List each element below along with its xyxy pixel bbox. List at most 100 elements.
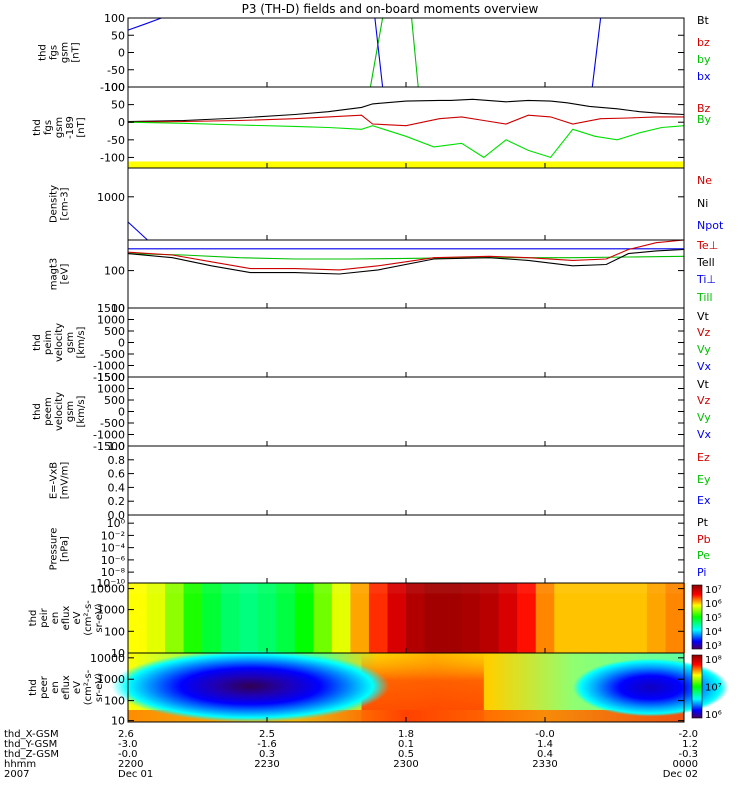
colorbar-tick-label: 10³ [705,641,722,652]
y-axis-label-line: gsm [60,42,71,63]
series-line [411,17,419,88]
y-tick-label: -50 [107,64,125,77]
x-axis-row-value: -0.0 [118,749,138,760]
legend-entry: Tell [696,256,715,269]
y-tick-label: -1500 [93,440,125,453]
panel-p3: 1000 Density [cm-3] Ne Ni Npot [49,167,724,241]
heatmap-column [646,583,667,653]
y-tick-label: 0.6 [108,468,126,481]
legend-entry: Te⊥ [696,239,718,252]
legend-entry: Bz [697,102,711,115]
x-axis-row-value: 0.1 [398,739,414,750]
y-tick-label: 10⁰ [107,517,126,530]
y-axis-label-line: (cm²-s- [83,669,94,705]
legend-entry: Ex [697,494,711,507]
y-tick-label: -1000 [93,429,125,442]
legend-entry: Vy [697,411,711,424]
y-axis-label-line: peem [43,397,54,425]
heatmap-column [665,583,685,653]
colorbar-tick-label: 10⁷ [705,585,722,596]
y-tick-label: -500 [100,417,125,430]
y-axis-label-line: peim [43,330,54,355]
colorbar-tick-label: 10⁵ [705,613,722,624]
colorbar-p9: 10⁷ 10⁶ 10⁵ 10⁴ 10³ [691,584,722,652]
y-tick-label: -500 [100,348,125,361]
y-tick-label: 100 [104,695,125,708]
x-axis-row-label: thd_X-GSM [4,729,59,740]
figure-title: P3 (TH-D) fields and on-board moments ov… [242,2,539,16]
legend-entry: Vx [697,360,712,373]
y-tick-label: 10⁻⁶ [101,554,126,567]
colorbar-gradient [691,584,703,650]
y-tick-label: 10⁻⁴ [101,542,126,555]
legend-entry: Ez [697,451,710,464]
y-tick-label: 1000 [97,191,125,204]
y-tick-label: -1000 [93,360,125,373]
y-tick-label: 10⁻² [101,529,125,542]
legend-entry: Vz [697,326,711,339]
heatmap-column [461,583,482,653]
legend-entry: Pe [697,549,710,562]
y-tick-label: -1500 [93,371,125,384]
y-axis-label-line: Density [49,185,60,223]
y-tick-label: 0 [118,406,125,419]
y-axis-label-line: E=-VxB [49,462,60,499]
y-tick-label: 500 [104,325,125,338]
series-line [127,114,684,127]
y-axis-label: magt3 [eV] [49,258,71,291]
y-tick-label: 1500 [97,302,125,315]
y-axis-label-line: [eV] [60,264,71,285]
series-line [127,221,148,241]
panel-p4: 100 10 magt3 [eV] Te⊥ Tell Ti⊥ Till [49,239,719,315]
heatmap-column [183,583,204,653]
heatmap-shade [128,583,684,594]
y-tick-label: 50 [111,29,125,42]
x-axis-row-value: 2330 [532,759,557,770]
y-axis-label-line: [km/s] [76,395,87,427]
colorbar-tick-label: 10⁶ [705,599,722,610]
series-line [374,17,384,88]
y-axis-label-line: velocity [54,392,65,431]
y-tick-label: 0 [118,116,125,129]
y-axis-label-line: thd [38,44,49,61]
y-axis-label: Pressure [nPa] [49,528,71,571]
y-tick-label: 0 [118,47,125,60]
y-tick-label: 1.0 [108,440,126,453]
legend-entry: By [697,113,712,126]
heatmap-column [257,583,278,653]
y-axis-label: thd fgs gsm [nT] [38,42,82,63]
x-axis-row-value: 1.2 [682,739,698,750]
legend-entry: Till [696,291,713,304]
series-line [369,17,384,88]
heatmap-low-flux-region-left [111,650,390,722]
y-tick-label: 500 [104,394,125,407]
heatmap-column [498,583,519,653]
y-axis-label: thd fgs gsm -189 [nT] [32,116,87,139]
panel-frame [127,17,685,88]
legend-entry: Bt [697,14,710,27]
colorbar-p10: 10⁸ 10⁷ 10⁶ [691,654,722,721]
y-axis-label-line: en [50,612,61,625]
heatmap-column [424,583,445,653]
y-axis-label-line: gsm [65,401,76,422]
y-tick-label: 0.2 [108,495,126,508]
heatmap-column [517,583,537,653]
x-axis-row-value: -1.6 [257,739,277,750]
x-axis-row-value: 2230 [254,759,279,770]
y-axis-label-line: thd [32,119,43,136]
colorbar-tick-label: 10⁶ [705,710,722,721]
colorbar-tick-label: 10⁴ [705,627,722,638]
heatmap-column [331,583,352,653]
y-axis-label-line: velocity [54,323,65,362]
colorbar-gradient [691,654,703,719]
y-tick-label: 0 [118,337,125,350]
x-axis-row-label: thd_Z-GSM [4,749,59,760]
x-axis-row-value: 1.4 [537,739,553,750]
x-axis-row-value: 0.3 [259,749,275,760]
heatmap-column [443,583,463,653]
panel-frame [127,86,685,169]
